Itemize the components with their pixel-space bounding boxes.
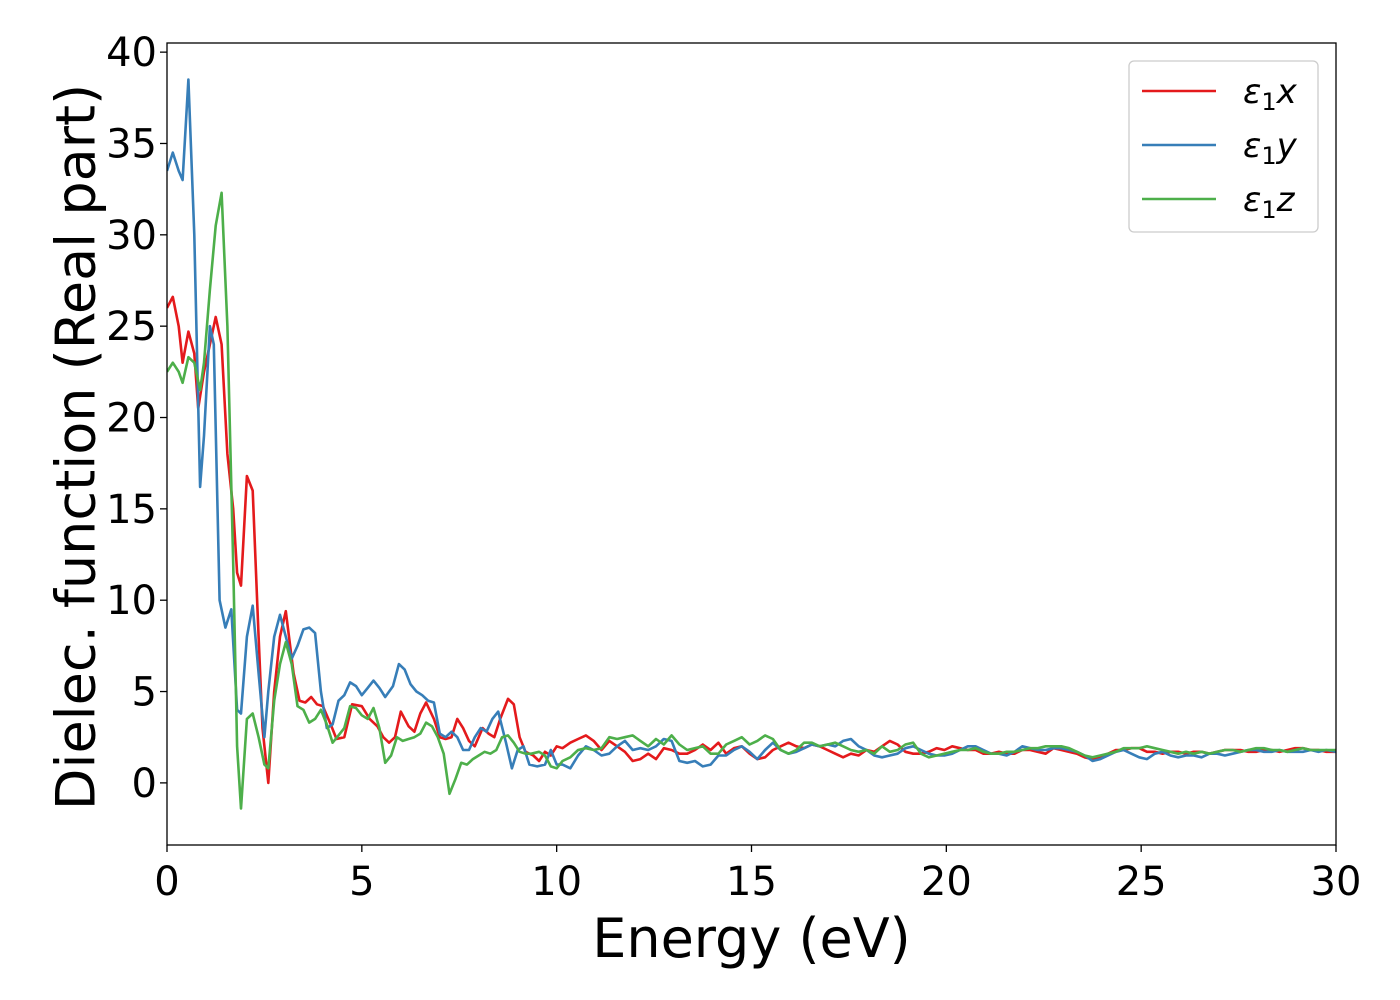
- x-tick-label: 30: [1311, 859, 1362, 905]
- legend-label-y: ε1y: [1243, 126, 1298, 170]
- x-tick-label: 0: [154, 859, 179, 905]
- y-tick-label: 40: [106, 30, 157, 76]
- series-line-z: [167, 191, 1336, 810]
- x-tick-label: 20: [921, 859, 972, 905]
- series-layer: [167, 78, 1336, 810]
- y-tick-label: 0: [132, 761, 157, 807]
- y-tick-label: 35: [106, 121, 157, 167]
- legend: ε1x ε1y ε1z: [1128, 60, 1319, 233]
- x-axis-label: Energy (eV): [592, 907, 911, 970]
- y-tick-label: 30: [106, 213, 157, 259]
- x-axis: 0 5 10 15 20 25 30: [154, 845, 1361, 905]
- x-tick-label: 5: [349, 859, 374, 905]
- x-tick-label: 15: [726, 859, 777, 905]
- y-tick-label: 20: [106, 396, 157, 442]
- y-axis-label: Dielec. function (Real part): [45, 84, 108, 810]
- legend-label-z: ε1z: [1243, 180, 1296, 224]
- y-tick-label: 25: [106, 304, 157, 350]
- x-tick-label: 25: [1116, 859, 1167, 905]
- legend-label-x: ε1x: [1243, 72, 1298, 116]
- y-axis: 0 5 10 15 20 25 30 35 40: [106, 30, 167, 807]
- legend-box: [1128, 60, 1319, 233]
- x-tick-label: 10: [531, 859, 582, 905]
- y-tick-label: 15: [106, 487, 157, 533]
- y-tick-label: 5: [132, 670, 157, 716]
- y-tick-label: 10: [106, 578, 157, 624]
